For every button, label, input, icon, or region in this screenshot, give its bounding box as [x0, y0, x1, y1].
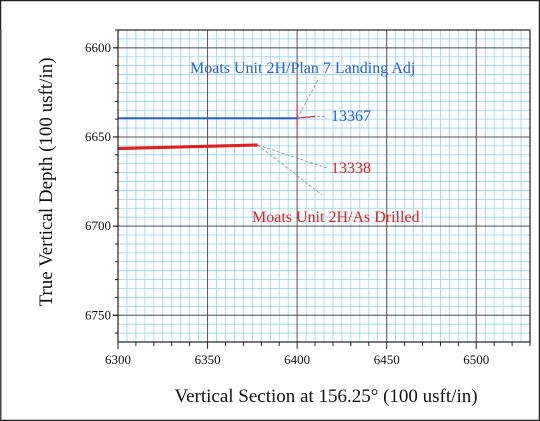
plot-border — [117, 29, 531, 343]
x-tick-label: 6300 — [105, 352, 131, 367]
annotation-plan-md: 13367 — [331, 108, 371, 125]
plan-end-marker — [297, 115, 316, 119]
series-lines — [117, 117, 298, 151]
x-tick-label: 6450 — [374, 352, 400, 367]
y-tick-label: 6700 — [85, 218, 111, 233]
leader-plan-label — [296, 79, 319, 119]
x-tick-labels: 6300 6350 6400 6450 6500 — [105, 352, 489, 367]
leader-drilled-label — [257, 144, 323, 196]
axis-ticks — [113, 29, 531, 349]
y-tick-label: 6750 — [85, 307, 111, 322]
annotation-plan-label: Moats Unit 2H/Plan 7 Landing Adj — [190, 60, 415, 77]
leader-drilled-md — [257, 144, 328, 169]
annotation-drilled-label: Moats Unit 2H/As Drilled — [252, 209, 420, 226]
y-tick-label: 6650 — [85, 129, 111, 144]
y-tick-label: 6600 — [85, 40, 111, 55]
series-line-as-drilled — [117, 143, 258, 151]
annotation-drilled-md: 13338 — [331, 160, 371, 177]
x-axis-label: Vertical Section at 156.25° (100 usft/in… — [174, 386, 477, 407]
x-tick-label: 6400 — [284, 352, 310, 367]
annotation-leaders — [257, 79, 328, 196]
x-tick-label: 6350 — [195, 352, 221, 367]
y-tick-labels: 6600 6650 6700 6750 — [85, 40, 111, 322]
y-axis-label: True Vertical Depth (100 usft/in) — [36, 57, 57, 306]
x-tick-label: 6500 — [463, 352, 489, 367]
major-gridlines — [118, 30, 530, 342]
